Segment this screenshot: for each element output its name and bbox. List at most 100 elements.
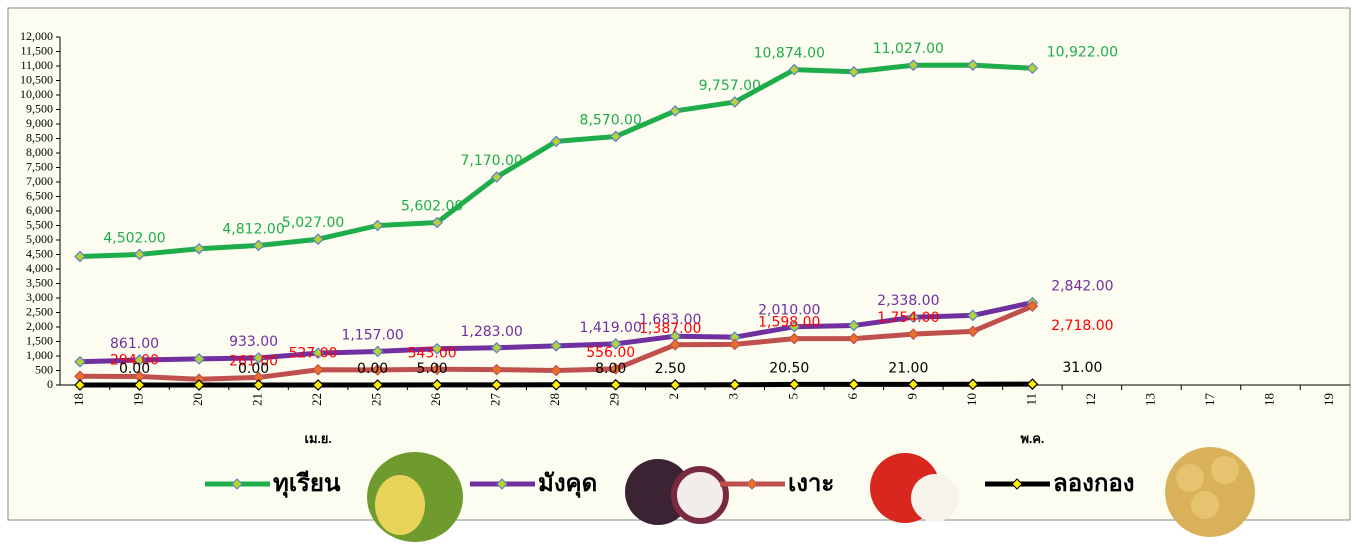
data-label: 8,570.00	[580, 112, 642, 128]
data-point	[193, 353, 205, 365]
data-point	[967, 325, 979, 338]
data-label: 4,502.00	[103, 230, 165, 246]
data-point	[312, 233, 324, 246]
y-tick-label: 0	[47, 377, 53, 391]
chart-frame	[7, 7, 1351, 521]
legend-marker	[496, 478, 508, 490]
data-label: 10,922.00	[1047, 44, 1118, 60]
data-label: 0.00	[357, 361, 388, 377]
data-label: 556.00	[586, 345, 635, 361]
x-tick-label: 28	[547, 393, 562, 406]
data-label: 10,874.00	[754, 46, 825, 62]
x-tick-label: 10	[964, 393, 979, 406]
x-tick-label: 27	[488, 393, 503, 407]
x-tick-label: 19	[131, 393, 146, 406]
data-label: 5,027.00	[282, 215, 344, 231]
data-label: 1,283.00	[460, 324, 522, 340]
x-tick-label: 17	[1202, 393, 1217, 407]
y-tick-label: 10,000	[20, 87, 53, 101]
data-label: 261.00	[229, 353, 278, 369]
data-point	[133, 248, 146, 261]
data-label: 0.00	[238, 361, 269, 377]
data-point	[609, 338, 622, 350]
y-tick-label: 6,500	[26, 188, 53, 202]
data-label: 11,027.00	[873, 41, 944, 57]
y-tick-label: 1,500	[26, 333, 53, 347]
y-tick-label: 5,500	[26, 217, 53, 231]
data-label: 1,157.00	[341, 327, 403, 343]
legend-label: ลองกอง	[1053, 469, 1135, 497]
data-label: 2.50	[655, 361, 686, 377]
x-tick-label: 3	[726, 393, 741, 400]
data-label: 1,387.00	[639, 321, 701, 337]
data-point	[431, 363, 443, 376]
data-point	[490, 379, 503, 391]
data-point	[371, 345, 384, 358]
data-label: 0.00	[119, 361, 150, 377]
x-tick-label: 2	[666, 393, 681, 400]
data-label: 9,757.00	[699, 78, 761, 94]
x-tick-label: 22	[309, 393, 324, 406]
data-point	[550, 135, 563, 148]
legend-marker	[1011, 478, 1023, 490]
data-point	[252, 239, 265, 252]
data-point	[728, 338, 741, 351]
data-point	[371, 364, 384, 376]
x-tick-label: 21	[250, 393, 265, 406]
legend-marker	[746, 478, 758, 490]
data-point	[788, 378, 801, 391]
x-tick-label: 18	[1261, 393, 1276, 406]
y-tick-label: 3,500	[26, 275, 53, 289]
category-group-label: เม.ย.	[305, 431, 332, 446]
data-point	[1026, 378, 1039, 390]
data-point	[133, 379, 146, 391]
data-point	[1026, 300, 1039, 313]
x-tick-label: 19	[1321, 393, 1336, 406]
x-tick-label: 20	[190, 393, 205, 406]
data-label: 2,010.00	[758, 303, 820, 319]
y-tick-label: 10,500	[20, 72, 53, 86]
data-point	[490, 363, 503, 376]
data-label: 1,598.00	[758, 315, 820, 331]
data-label: 1,683.00	[639, 312, 701, 328]
data-point	[490, 171, 503, 183]
y-tick-label: 11,500	[20, 43, 53, 57]
data-point	[431, 379, 443, 391]
data-label: 294.00	[110, 352, 159, 368]
y-tick-label: 11,000	[20, 58, 53, 72]
y-tick-label: 8,500	[26, 130, 53, 144]
data-point	[371, 379, 384, 391]
data-label: 2,338.00	[877, 293, 939, 309]
category-group-label: พ.ค.	[1020, 431, 1044, 446]
data-point	[847, 378, 860, 391]
data-label: 5,602.00	[401, 199, 463, 215]
data-point	[609, 363, 622, 375]
data-point	[788, 332, 801, 345]
y-tick-label: 500	[35, 362, 53, 376]
data-point	[907, 378, 920, 391]
y-tick-label: 1,000	[26, 348, 53, 362]
data-label: 1,419.00	[580, 320, 642, 336]
data-point	[74, 355, 86, 368]
data-label: 8.00	[595, 361, 626, 377]
data-point	[788, 320, 801, 333]
data-point	[669, 105, 682, 117]
data-point	[967, 309, 979, 322]
x-tick-label: 12	[1083, 393, 1098, 406]
x-tick-label: 29	[607, 393, 622, 406]
data-label: 20.50	[769, 360, 809, 376]
data-label: 2,718.00	[1051, 318, 1113, 334]
data-point	[252, 379, 265, 391]
data-point	[728, 96, 741, 108]
data-point	[550, 364, 563, 377]
x-tick-label: 25	[369, 393, 384, 406]
y-tick-label: 9,500	[26, 101, 53, 115]
y-tick-label: 4,000	[26, 261, 53, 275]
x-tick-label: 5	[785, 393, 800, 400]
x-tick-label: 11	[1023, 393, 1038, 406]
data-point	[847, 332, 860, 345]
data-point	[967, 378, 979, 391]
y-tick-label: 7,500	[26, 159, 53, 173]
data-point	[312, 347, 324, 359]
data-label: 2,842.00	[1051, 279, 1113, 295]
